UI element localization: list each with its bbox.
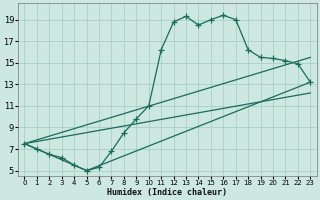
X-axis label: Humidex (Indice chaleur): Humidex (Indice chaleur) [108,188,228,197]
